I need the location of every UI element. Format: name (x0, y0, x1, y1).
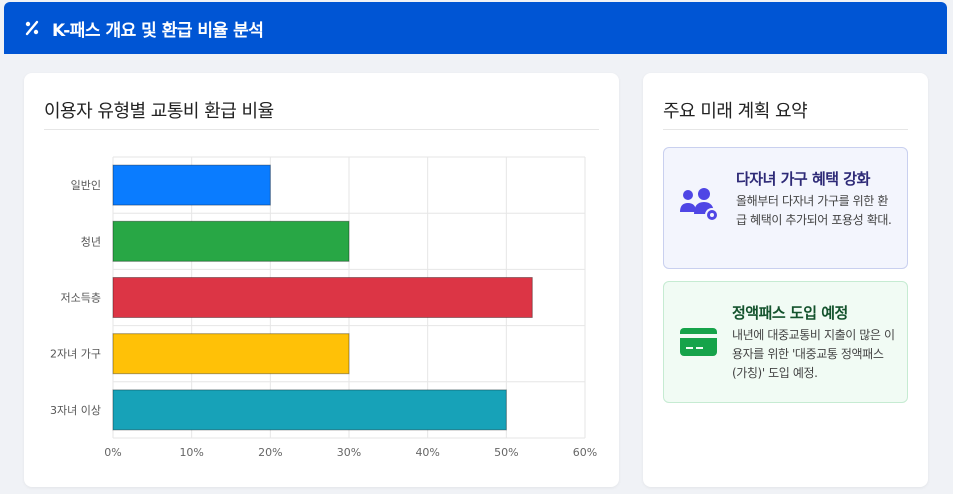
plan-title: 다자녀 가구 혜택 강화 (736, 170, 870, 188)
plan-item-multichild: 다자녀 가구 혜택 강화 올해부터 다자녀 가구를 위한 환급 혜택이 추가되어… (663, 147, 908, 269)
divider (44, 129, 599, 130)
x-tick-label: 40% (415, 446, 439, 459)
category-label: 일반인 (71, 178, 101, 192)
x-tick-label: 50% (494, 446, 518, 459)
plans-card-title: 주요 미래 계획 요약 (663, 101, 808, 122)
category-label: 3자녀 이상 (50, 404, 101, 417)
page-title: K-패스 개요 및 환급 비율 분석 (52, 20, 264, 41)
x-tick-label: 60% (573, 446, 597, 459)
plan-description: 내년에 대중교통비 지출이 많은 이용자를 위한 '대중교통 정액패스(가칭)'… (732, 328, 895, 380)
plan-title: 정액패스 도입 예정 (732, 304, 848, 322)
x-tick-label: 20% (258, 446, 282, 459)
bar (112, 220, 350, 262)
plan-item-flatpass: 정액패스 도입 예정 내년에 대중교통비 지출이 많은 이용자를 위한 '대중교… (663, 281, 908, 403)
bar (112, 333, 350, 375)
plans-card: 주요 미래 계획 요약 다자녀 가구 혜택 강화 올해부터 다자녀 가구를 위한… (643, 73, 928, 487)
plan-description: 올해부터 다자녀 가구를 위한 환급 혜택이 추가되어 포용성 확대. (736, 194, 892, 227)
credit-card-icon (680, 328, 717, 356)
category-label: 2자녀 가구 (50, 348, 101, 361)
category-label: 청년 (81, 235, 101, 248)
divider (663, 129, 908, 130)
category-label: 저소득층 (61, 292, 101, 305)
bar (112, 277, 533, 318)
chart-card-title: 이용자 유형별 교통비 환급 비율 (44, 101, 274, 122)
chart-card: 이용자 유형별 교통비 환급 비율 0% 10% 20% 30% 40% 50% 60% 일반… (24, 73, 619, 487)
x-tick-label: 0% (104, 446, 121, 459)
percent-icon (25, 20, 39, 36)
bar (112, 164, 271, 206)
x-tick-label: 10% (179, 446, 203, 459)
x-tick-label: 30% (337, 446, 361, 459)
page-header: K-패스 개요 및 환급 비율 분석 (4, 2, 947, 54)
users-gear-icon (680, 188, 719, 222)
bar (112, 389, 507, 431)
